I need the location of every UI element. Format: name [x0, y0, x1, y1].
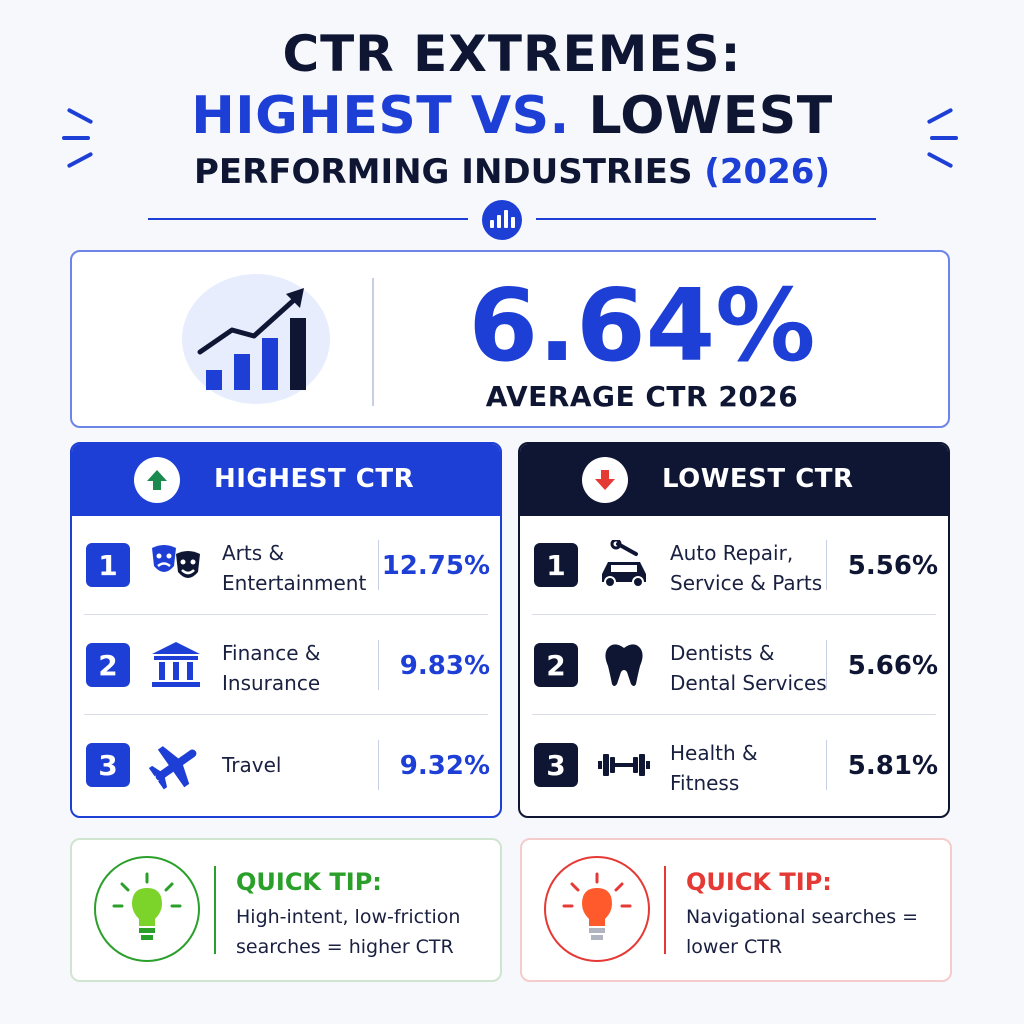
dumbbell-icon [596, 740, 652, 790]
ctr-value: 12.75% [381, 551, 490, 581]
rank-badge: 3 [534, 743, 578, 787]
ctr-value: 9.83% [399, 651, 490, 681]
bar-chart-trend-icon [182, 274, 330, 404]
average-separator [372, 278, 374, 406]
rank-badge: 1 [534, 543, 578, 587]
industry-name: Travel [222, 753, 282, 777]
rank-badge: 2 [534, 643, 578, 687]
lowest-row-3: 3 Health & Fitness 5.81% [520, 716, 948, 814]
bank-icon [148, 640, 204, 690]
highest-row-3: 3 Travel 9.32% [72, 716, 500, 814]
ctr-value: 5.66% [847, 651, 938, 681]
rank-badge: 3 [86, 743, 130, 787]
industry-name: Dentists & Dental Services [670, 641, 827, 695]
highest-ctr-panel: HIGHEST CTR 1 Arts & Entertainment 12.75%… [70, 442, 502, 818]
row-separator [378, 540, 379, 590]
industry-name: Auto Repair, Service & Parts [670, 541, 823, 595]
tip-separator [664, 866, 666, 954]
lowest-ctr-title: LOWEST CTR [662, 464, 854, 494]
page-title: CTR EXTREMES: HIGHEST VS. LOWEST PERFORM… [0, 22, 1024, 198]
industry-name: Arts & Entertainment [222, 541, 367, 595]
highest-ctr-title: HIGHEST CTR [214, 464, 415, 494]
lowest-row-2: 2 Dentists & Dental Services 5.66% [520, 616, 948, 714]
industry-name: Finance & Insurance [222, 641, 321, 695]
highest-row-2: 2 Finance & Insurance 9.83% [72, 616, 500, 714]
tooth-icon [596, 640, 652, 690]
row-separator [378, 640, 379, 690]
divider-right [536, 218, 876, 220]
row-separator [378, 740, 379, 790]
title-line-2: HIGHEST VS. LOWEST [0, 86, 1024, 146]
average-ctr-label: AVERAGE CTR 2026 [485, 380, 799, 413]
row-separator [826, 540, 827, 590]
rank-badge: 2 [86, 643, 130, 687]
lowest-row-1: 1 Auto Repair, Service & Parts 5.56% [520, 516, 948, 614]
tip-separator [214, 866, 216, 954]
divider-left [148, 218, 468, 220]
quick-tip-high: QUICK TIP: High-intent, low-friction sear… [70, 838, 502, 982]
lightbulb-icon [94, 856, 200, 962]
lightbulb-icon [544, 856, 650, 962]
tip-text: High-intent, low-friction searches = high… [236, 906, 461, 958]
left-burst-icon [62, 107, 102, 169]
airplane-icon [148, 740, 204, 790]
highest-ctr-header: HIGHEST CTR [72, 444, 500, 516]
arrow-down-icon [582, 457, 628, 503]
ctr-value: 9.32% [399, 751, 490, 781]
ctr-value: 5.81% [847, 751, 938, 781]
title-highest-vs: HIGHEST VS. [191, 86, 570, 146]
arrow-up-icon [134, 457, 180, 503]
theater-masks-icon [148, 540, 204, 590]
lowest-ctr-header: LOWEST CTR [520, 444, 948, 516]
lowest-ctr-panel: LOWEST CTR 1 Auto Repair, Service & Parts… [518, 442, 950, 818]
car-wrench-icon [596, 538, 652, 590]
average-ctr-card: 6.64% AVERAGE CTR 2026 [70, 250, 950, 428]
tip-text: Navigational searches = lower CTR [686, 906, 919, 958]
rank-badge: 1 [86, 543, 130, 587]
title-lowest: LOWEST [588, 86, 833, 146]
chart-badge-icon [482, 200, 522, 240]
ctr-value: 5.56% [847, 551, 938, 581]
industry-name: Health & Fitness [670, 741, 758, 795]
tip-title: QUICK TIP: [236, 868, 382, 896]
title-line-3: PERFORMING INDUSTRIES (2026) [0, 146, 1024, 198]
right-burst-icon [926, 107, 966, 169]
row-separator [826, 740, 827, 790]
row-separator [826, 640, 827, 690]
title-line-1: CTR EXTREMES: [282, 25, 742, 83]
highest-row-1: 1 Arts & Entertainment 12.75% [72, 516, 500, 614]
quick-tip-low: QUICK TIP: Navigational searches = lower … [520, 838, 952, 982]
title-year: (2026) [704, 152, 831, 192]
title-performing-industries: PERFORMING INDUSTRIES [193, 152, 693, 192]
average-ctr-value: 6.64% [468, 267, 816, 384]
tip-title: QUICK TIP: [686, 868, 832, 896]
